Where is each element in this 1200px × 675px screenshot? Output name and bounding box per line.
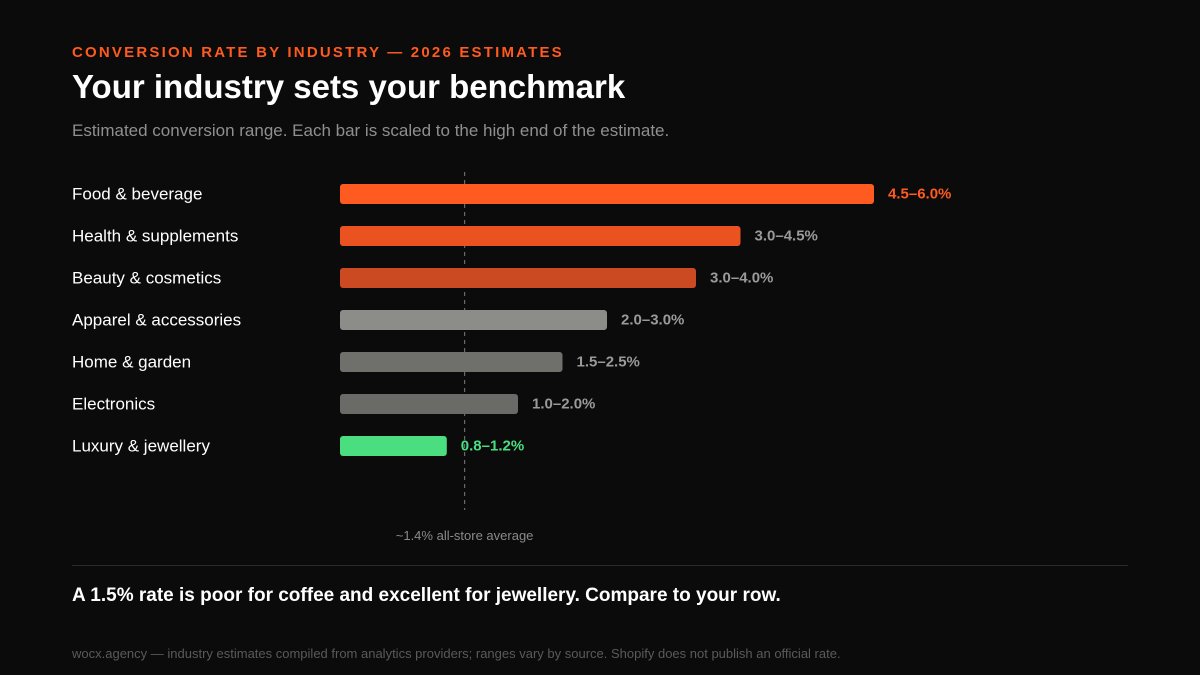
bar [340,268,696,288]
bar [340,394,518,414]
bar-value-label: 4.5–6.0% [888,186,951,203]
bar-value-label: 0.8–1.2% [461,438,524,455]
bar-value-label: 3.0–4.5% [755,228,818,245]
bar [340,436,447,456]
source-footnote: wocx.agency — industry estimates compile… [72,646,841,661]
bar [340,226,741,246]
bar [340,184,874,204]
category-label: Electronics [72,395,155,414]
takeaway-text: A 1.5% rate is poor for coffee and excel… [72,585,781,606]
chart-title: Your industry sets your benchmark [72,68,626,105]
chart-subtitle: Estimated conversion range. Each bar is … [72,121,670,140]
divider [72,565,1128,566]
bar [340,310,607,330]
category-label: Luxury & jewellery [72,437,210,456]
average-reference-label: ~1.4% all-store average [396,528,534,543]
category-label: Apparel & accessories [72,311,241,330]
category-label: Beauty & cosmetics [72,269,221,288]
bar-value-label: 1.0–2.0% [532,396,595,413]
bar [340,352,563,372]
category-label: Home & garden [72,353,191,372]
category-label: Health & supplements [72,227,238,246]
category-label: Food & beverage [72,185,202,204]
chart-eyebrow: CONVERSION RATE BY INDUSTRY — 2026 ESTIM… [72,44,564,61]
bar-value-label: 3.0–4.0% [710,270,773,287]
bar-value-label: 2.0–3.0% [621,312,684,329]
bar-value-label: 1.5–2.5% [577,354,640,371]
